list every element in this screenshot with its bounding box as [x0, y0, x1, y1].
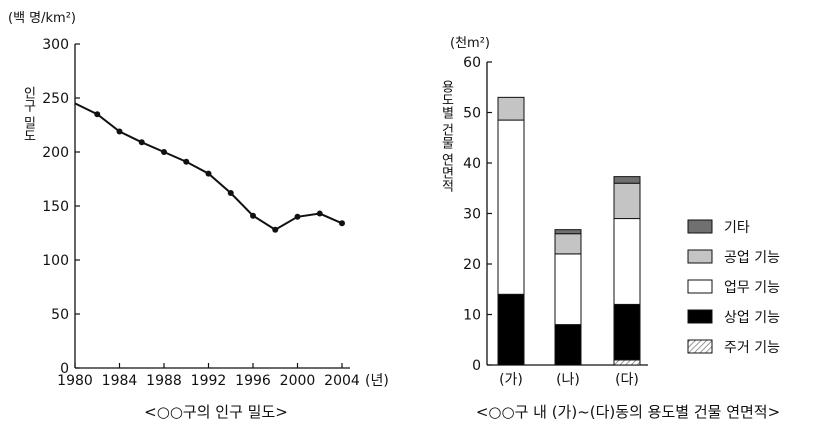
data-point [138, 139, 145, 146]
y-tick-label: 300 [42, 37, 69, 53]
legend-swatch [687, 309, 713, 324]
bar-segment [497, 96, 525, 121]
legend-swatch [687, 249, 713, 264]
line-chart-x-suffix: (년) [365, 373, 389, 389]
x-tick-label: 2000 [280, 373, 316, 389]
bar-segment [497, 119, 525, 295]
legend-label: 주거 기능 [724, 340, 780, 356]
bar-segment [613, 303, 641, 361]
legend-label: 공업 기능 [724, 250, 780, 266]
category-label: (가) [499, 372, 523, 388]
category-label: (다) [615, 372, 639, 388]
line-chart-ylabel: 인구 밀도 [21, 86, 36, 142]
line-chart-ylabel-text: 인구 밀도 [21, 86, 36, 142]
data-point [250, 212, 256, 219]
y-tick-label: 250 [42, 91, 69, 107]
data-point [294, 213, 301, 220]
bar-segment [554, 233, 582, 255]
bar-segment [613, 182, 641, 220]
bar-chart-x-labels: (가) (나) (다) [499, 372, 639, 388]
legend-label: 업무 기능 [724, 280, 780, 296]
y-tick-label: 40 [463, 156, 481, 172]
line-chart-caption: <○○구의 인구 밀도> [144, 403, 288, 421]
bar-segment [613, 359, 641, 366]
bar-segment [554, 324, 582, 366]
density-points [94, 111, 345, 233]
y-tick-label: 0 [60, 361, 69, 377]
bar-segment [613, 176, 641, 184]
x-tick-label: 2004 [324, 373, 360, 389]
floor-area-chart: (천m²) 용도별 건물 연면적 0 10 20 30 40 50 60 (가) (나) (다)… [439, 36, 781, 421]
y-tick-label: 60 [463, 55, 481, 71]
legend-swatch [687, 339, 713, 354]
bar-chart-bars [497, 96, 641, 366]
y-tick-label: 30 [463, 207, 481, 223]
bar-segment [554, 253, 582, 326]
legend-swatch [687, 219, 713, 234]
bar-chart-caption: <○○구 내 (가)~(다)동의 용도별 건물 연면적> [476, 403, 780, 421]
line-chart-x-ticks: 1980 1984 1988 1992 1996 2000 2004 [57, 363, 360, 389]
data-point [316, 210, 323, 217]
data-point [227, 190, 234, 197]
x-tick-label: 1984 [102, 373, 138, 389]
y-tick-label: 50 [51, 307, 69, 323]
legend-label: 기타 [724, 220, 750, 236]
data-point [339, 220, 345, 227]
data-point [183, 158, 190, 165]
data-point [272, 226, 279, 233]
bar-chart-ylabel-text: 용도별 건물 연면적 [439, 80, 454, 193]
category-label: (나) [556, 372, 580, 388]
bar-segment [613, 218, 641, 305]
bar-segment [554, 229, 582, 235]
density-line [74, 102, 343, 231]
data-point [94, 111, 101, 118]
line-chart-unit: (백 명/km²) [8, 11, 76, 26]
legend-swatch [687, 279, 713, 294]
line-chart-y-ticks: 0 50 100 150 200 250 300 [42, 37, 80, 377]
y-tick-label: 200 [42, 145, 69, 161]
bar-chart-y-ticks: 0 10 20 30 40 50 60 [463, 55, 492, 374]
bar-chart-unit: (천m²) [450, 36, 490, 51]
bar-chart-ylabel: 용도별 건물 연면적 [439, 80, 454, 193]
y-tick-label: 10 [463, 308, 481, 324]
x-tick-label: 1980 [57, 373, 93, 389]
data-point [205, 170, 212, 177]
data-point [116, 128, 123, 135]
data-point [161, 149, 167, 155]
legend-label: 상업 기능 [724, 310, 780, 326]
bar-segment [497, 293, 525, 366]
x-tick-label: 1996 [235, 373, 271, 389]
y-tick-label: 20 [463, 257, 481, 273]
y-tick-label: 50 [463, 106, 481, 122]
y-tick-label: 100 [42, 253, 69, 269]
y-tick-label: 150 [42, 199, 69, 215]
x-tick-label: 1992 [191, 373, 227, 389]
x-tick-label: 1988 [146, 373, 182, 389]
y-tick-label: 0 [472, 358, 481, 374]
